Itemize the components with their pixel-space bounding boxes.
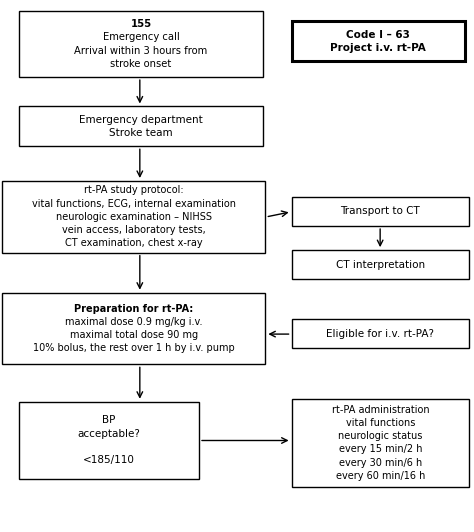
- Text: 155: 155: [130, 19, 152, 29]
- FancyBboxPatch shape: [2, 181, 265, 253]
- Text: BP
acceptable?

<185/110: BP acceptable? <185/110: [78, 415, 140, 465]
- Text: Emergency department
Stroke team: Emergency department Stroke team: [79, 115, 203, 138]
- FancyBboxPatch shape: [2, 293, 265, 364]
- FancyBboxPatch shape: [292, 399, 469, 487]
- Text: stroke onset: stroke onset: [110, 59, 172, 69]
- Text: Arrival within 3 hours from: Arrival within 3 hours from: [74, 46, 208, 56]
- FancyBboxPatch shape: [292, 197, 469, 226]
- Text: Preparation for rt-PA:: Preparation for rt-PA:: [74, 304, 193, 314]
- Text: maximal dose 0.9 mg/kg i.v.: maximal dose 0.9 mg/kg i.v.: [65, 317, 203, 327]
- Text: rt-PA study protocol:
vital functions, ECG, internal examination
neurologic exam: rt-PA study protocol: vital functions, E…: [32, 185, 236, 248]
- Text: maximal total dose 90 mg: maximal total dose 90 mg: [70, 330, 198, 340]
- Text: rt-PA administration
vital functions
neurologic status
every 15 min/2 h
every 30: rt-PA administration vital functions neu…: [332, 405, 429, 481]
- FancyBboxPatch shape: [19, 11, 263, 77]
- Text: 10% bolus, the rest over 1 h by i.v. pump: 10% bolus, the rest over 1 h by i.v. pum…: [33, 343, 235, 353]
- Text: Eligible for i.v. rt-PA?: Eligible for i.v. rt-PA?: [327, 329, 434, 339]
- Text: CT interpretation: CT interpretation: [336, 260, 425, 270]
- Text: Code I – 63
Project i.v. rt-PA: Code I – 63 Project i.v. rt-PA: [330, 30, 426, 53]
- Text: Transport to CT: Transport to CT: [340, 206, 420, 217]
- Text: Emergency call: Emergency call: [103, 32, 179, 42]
- FancyBboxPatch shape: [292, 319, 469, 348]
- FancyBboxPatch shape: [19, 402, 199, 479]
- FancyBboxPatch shape: [292, 250, 469, 279]
- FancyBboxPatch shape: [19, 106, 263, 146]
- FancyBboxPatch shape: [292, 21, 465, 61]
